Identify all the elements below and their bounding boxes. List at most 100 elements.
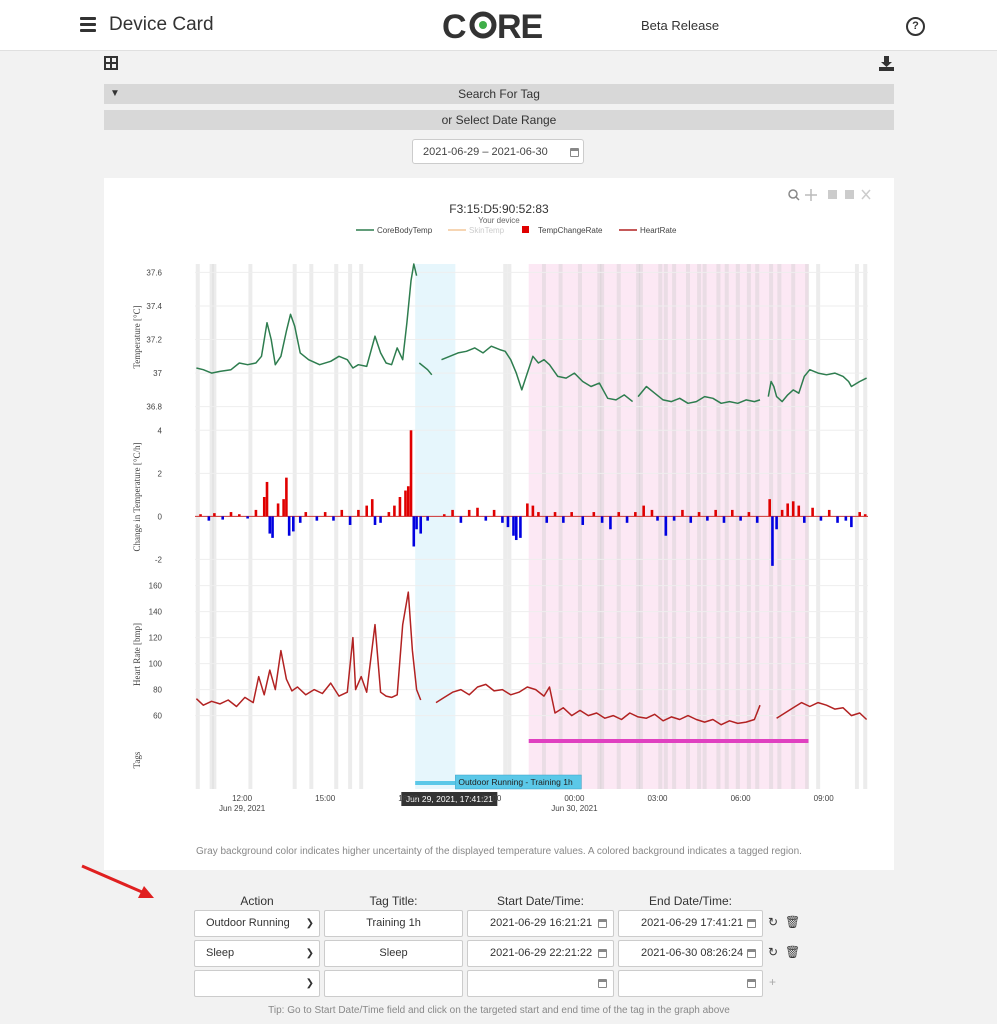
rate-bar-negative[interactable]	[484, 516, 488, 521]
rate-bar-negative[interactable]	[332, 516, 335, 521]
rate-bar-negative[interactable]	[562, 516, 565, 523]
calendar-icon[interactable]	[747, 949, 756, 958]
zoom-icon[interactable]	[788, 189, 800, 201]
rate-bar-positive[interactable]	[442, 514, 446, 517]
rate-bar-negative[interactable]	[501, 516, 504, 523]
rate-bar-negative[interactable]	[519, 516, 522, 538]
zoom-in-icon[interactable]	[828, 190, 837, 199]
end-datetime-field[interactable]: 2021-06-29 17:41:21	[618, 910, 763, 937]
legend-rate[interactable]: TempChangeRate	[538, 226, 603, 235]
rate-bar-positive[interactable]	[526, 503, 529, 517]
rate-bar-negative[interactable]	[706, 516, 709, 521]
rate-bar-positive[interactable]	[254, 509, 258, 517]
rate-bar-positive[interactable]	[398, 497, 402, 517]
rate-bar-positive[interactable]	[642, 505, 645, 517]
rate-bar-positive[interactable]	[282, 499, 285, 517]
trash-icon[interactable]: 🗑	[785, 915, 801, 929]
rate-bar-positive[interactable]	[650, 509, 654, 517]
rate-bar-positive[interactable]	[730, 509, 734, 517]
tag-title-field[interactable]: Training 1h	[324, 910, 463, 937]
download-icon[interactable]	[878, 55, 895, 72]
rate-bar-positive[interactable]	[786, 503, 789, 517]
trash-icon[interactable]: 🗑	[785, 945, 801, 959]
rate-bar-negative[interactable]	[419, 516, 423, 534]
rate-bar-positive[interactable]	[238, 514, 241, 517]
date-range-bar[interactable]: or Select Date Range	[104, 110, 894, 130]
training-tag-bar[interactable]	[415, 781, 456, 785]
end-datetime-field[interactable]	[618, 970, 763, 997]
tag-title-field[interactable]	[324, 970, 463, 997]
rate-bar-positive[interactable]	[492, 509, 496, 517]
refresh-icon[interactable]: ↻	[768, 915, 779, 929]
rate-bar-negative[interactable]	[625, 516, 629, 523]
calendar-icon[interactable]	[598, 949, 607, 958]
rate-bar-negative[interactable]	[771, 516, 774, 566]
rate-bar-positive[interactable]	[213, 513, 216, 517]
rate-bar-negative[interactable]	[415, 516, 418, 530]
rate-bar-positive[interactable]	[199, 514, 202, 517]
rate-bar-negative[interactable]	[836, 516, 839, 523]
legend-core[interactable]: CoreBodyTemp	[377, 226, 433, 235]
rate-bar-positive[interactable]	[617, 512, 621, 517]
rate-bar-positive[interactable]	[285, 477, 288, 517]
menu-icon[interactable]	[80, 17, 96, 32]
rate-bar-positive[interactable]	[323, 512, 327, 517]
rate-bar-positive[interactable]	[714, 509, 717, 517]
rate-bar-positive[interactable]	[634, 512, 637, 517]
rate-bar-positive[interactable]	[791, 501, 795, 517]
rate-bar-positive[interactable]	[229, 512, 233, 517]
calendar-icon[interactable]	[570, 148, 579, 157]
rate-bar-negative[interactable]	[298, 516, 302, 523]
rate-bar-negative[interactable]	[609, 516, 612, 530]
rate-bar-negative[interactable]	[514, 516, 518, 541]
rate-bar-negative[interactable]	[775, 516, 778, 530]
grid-icon[interactable]	[104, 56, 118, 70]
rate-bar-positive[interactable]	[357, 509, 360, 517]
rate-bar-negative[interactable]	[246, 516, 249, 519]
start-datetime-field[interactable]: 2021-06-29 22:21:22	[467, 940, 614, 967]
zoom-out-icon[interactable]	[845, 190, 854, 199]
calendar-icon[interactable]	[598, 919, 607, 928]
rate-bar-negative[interactable]	[348, 516, 352, 525]
rate-bar-positive[interactable]	[387, 512, 391, 517]
rate-bar-negative[interactable]	[459, 516, 463, 523]
rate-bar-positive[interactable]	[780, 509, 784, 517]
calendar-icon[interactable]	[747, 979, 756, 988]
legend-hr[interactable]: HeartRate	[640, 226, 677, 235]
calendar-icon[interactable]	[747, 919, 756, 928]
refresh-icon[interactable]: ↻	[768, 945, 779, 959]
rate-bar-positive[interactable]	[858, 512, 861, 517]
rate-bar-negative[interactable]	[207, 516, 211, 521]
rate-bar-negative[interactable]	[373, 516, 377, 525]
rate-bar-positive[interactable]	[467, 509, 471, 517]
rate-bar-positive[interactable]	[863, 514, 867, 517]
rate-bar-positive[interactable]	[451, 509, 454, 517]
search-tag-bar[interactable]: ▼ Search For Tag	[104, 84, 894, 104]
pan-icon[interactable]	[805, 189, 817, 201]
legend-skin[interactable]: SkinTemp	[469, 226, 505, 235]
action-select[interactable]: Sleep ❯	[194, 940, 320, 967]
rate-bar-negative[interactable]	[512, 516, 515, 536]
rate-bar-positive[interactable]	[827, 509, 831, 517]
rate-bar-positive[interactable]	[365, 505, 369, 517]
rate-bar-negative[interactable]	[506, 516, 510, 528]
rate-bar-positive[interactable]	[570, 512, 573, 517]
rate-bar-negative[interactable]	[819, 516, 823, 521]
start-datetime-field[interactable]: 2021-06-29 16:21:21	[467, 910, 614, 937]
rate-bar-negative[interactable]	[689, 516, 693, 523]
rate-bar-positive[interactable]	[276, 503, 280, 517]
action-select[interactable]: Outdoor Running ❯	[194, 910, 320, 937]
rate-bar-negative[interactable]	[271, 516, 274, 538]
rate-bar-positive[interactable]	[681, 509, 684, 517]
end-datetime-field[interactable]: 2021-06-30 08:26:24	[618, 940, 763, 967]
rate-bar-positive[interactable]	[768, 499, 771, 517]
rate-bar-positive[interactable]	[797, 505, 801, 517]
rate-bar-negative[interactable]	[379, 516, 382, 523]
calendar-icon[interactable]	[598, 979, 607, 988]
rate-bar-positive[interactable]	[747, 512, 751, 517]
sleep-tag-bar[interactable]	[528, 739, 809, 743]
rate-bar-positive[interactable]	[537, 512, 540, 517]
rate-bar-positive[interactable]	[265, 481, 269, 517]
rate-bar-positive[interactable]	[476, 507, 479, 517]
rate-bar-negative[interactable]	[803, 516, 806, 523]
